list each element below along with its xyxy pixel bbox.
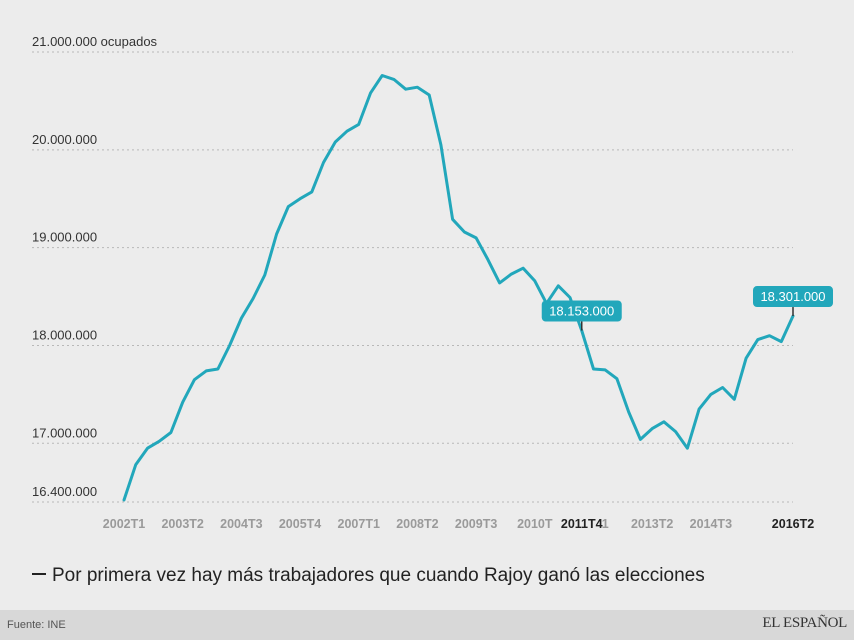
y-tick-label: 21.000.000 ocupados [32,34,158,49]
x-tick-label: 2007T1 [338,517,380,531]
callout-label: 18.153.000 [549,304,614,319]
value-callout: 18.301.000 [753,286,833,317]
line-chart: 21.000.000 ocupados 20.000.000 19.000.000 1… [32,34,833,531]
x-tick-label: 2004T3 [220,517,262,531]
x-tick-label: 2008T2 [396,517,438,531]
grid-layer [32,51,793,503]
legend-label: Por primera vez hay más trabajadores que… [52,565,705,586]
x-tick-label: 2013T2 [631,517,673,531]
y-tick-label: 20.000.000 [32,132,97,147]
x-tick-label: 2014T3 [690,517,732,531]
x-tick-label: 2010T [517,517,553,531]
y-tick-label: 19.000.000 [32,230,97,245]
y-tick-label: 17.000.000 [32,425,97,440]
y-axis-labels: 21.000.000 ocupados 20.000.000 19.000.000 1… [32,34,158,499]
x-tick-label: 2011T4 [561,517,603,531]
y-tick-label: 18.000.000 [32,327,97,342]
x-tick-label: 2016T2 [772,517,814,531]
series-layer [122,74,795,502]
legend-line-icon [32,572,46,575]
x-tick-label: 2009T3 [455,517,497,531]
x-tick-label: 2005T4 [279,517,321,531]
brand-logo: EL ESPAÑOL [762,615,847,631]
callout-label: 18.301.000 [760,289,825,304]
value-callout: 18.153.000 [541,300,622,331]
footer: Fuente: INE EL ESPAÑOL [0,610,854,640]
x-axis-labels: 2002T1 2003T2 2004T3 2005T4 2007T1 2008T2 2009… [103,517,814,531]
callout-box [541,300,622,322]
x-tick-label: 2003T2 [161,517,203,531]
series-line [122,74,795,502]
x-tick-label: 1 [602,517,609,531]
callout-box [753,286,833,308]
legend: Por primera vez hay más trabajadores que… [32,565,705,587]
source-note: Fuente: INE [7,619,66,631]
callout-layer: 18.153.000 18.301.000 [541,286,833,331]
x-tick-label: 2002T1 [103,517,145,531]
y-tick-label: 16.400.000 [32,484,97,499]
